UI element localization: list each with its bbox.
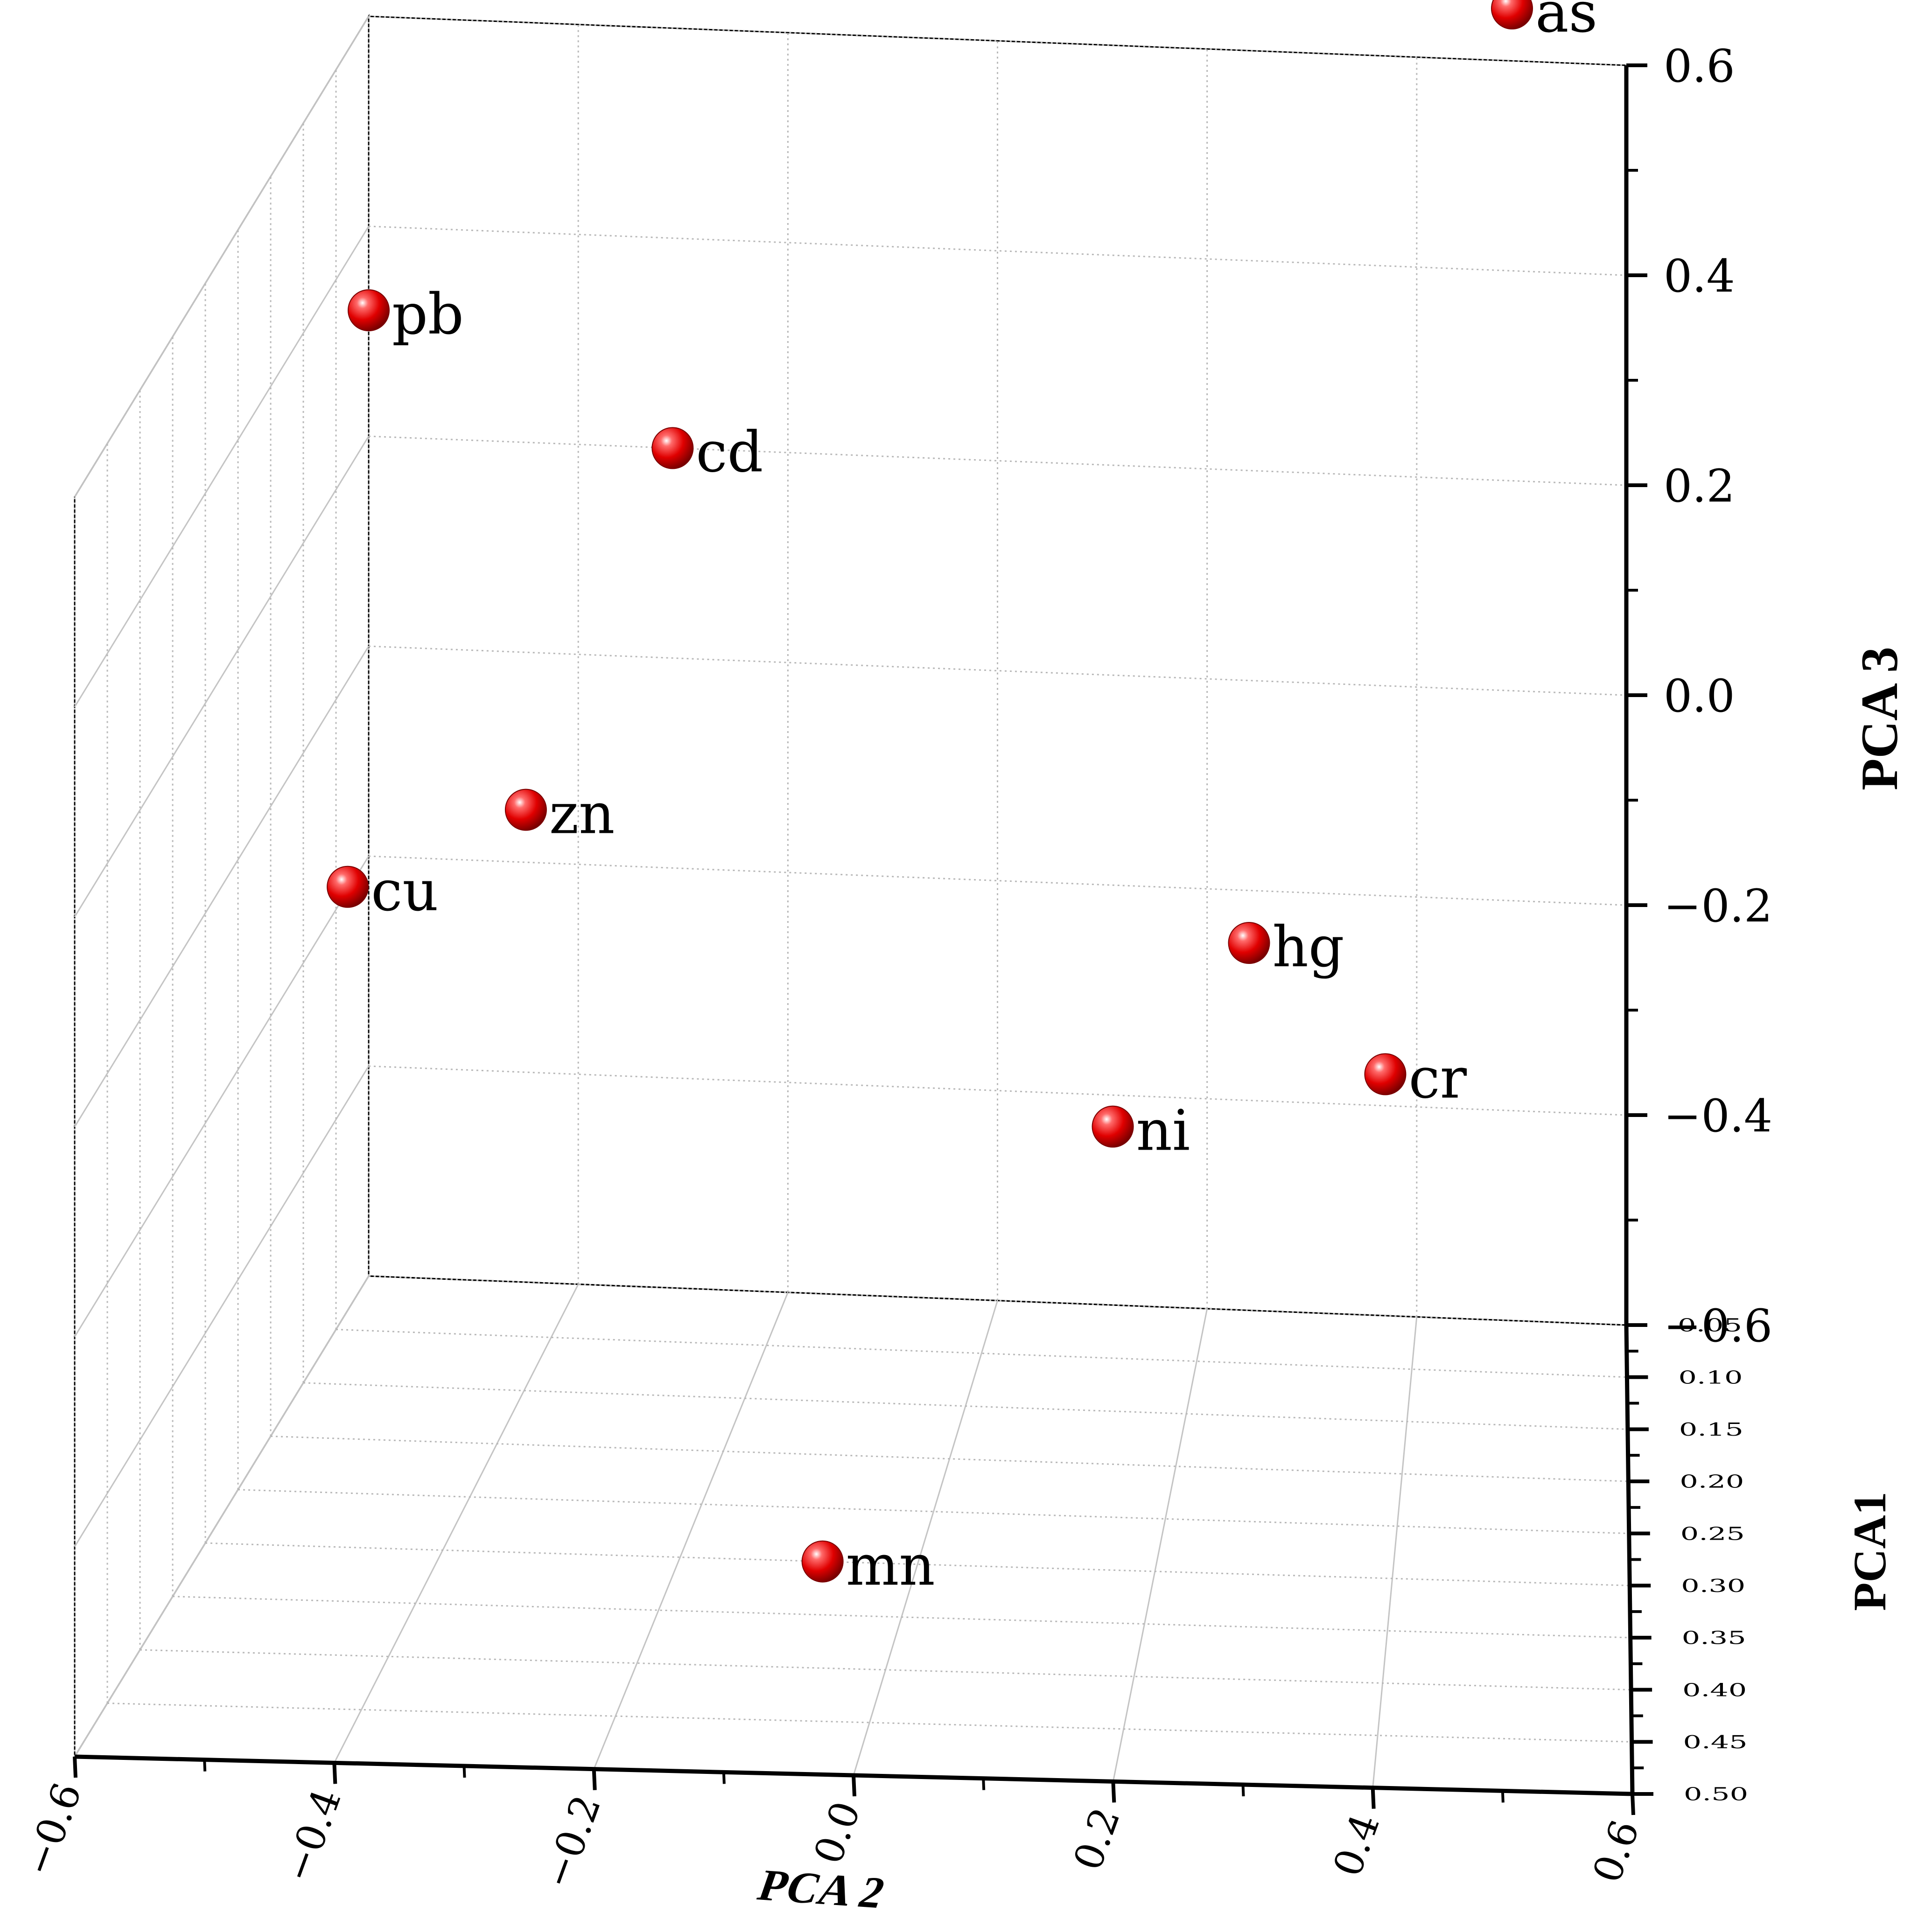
- tick-mark-x: [1631, 1793, 1635, 1815]
- tick-label-y: 0.45: [1683, 1732, 1748, 1753]
- tick-label-z: −0.2: [1664, 880, 1772, 932]
- data-point-zn: zn: [504, 782, 615, 847]
- tick-mark-x: [332, 1763, 337, 1784]
- tick-label-x: −0.4: [274, 1783, 350, 1888]
- tick-label-y: 0.40: [1682, 1680, 1747, 1701]
- tick-label-z: −0.6: [1664, 1300, 1772, 1352]
- floor-grid-y: [368, 1275, 1627, 1326]
- point-marker-cu: [327, 865, 369, 908]
- point-marker-hg: [1228, 922, 1270, 964]
- point-label-cu: cu: [371, 859, 439, 924]
- minor-tick-x: [462, 1766, 466, 1778]
- chart-grid: [74, 15, 1633, 1795]
- tick-label-y: 0.20: [1680, 1472, 1744, 1493]
- floor-grid-y: [205, 1542, 1630, 1586]
- point-marker-zn: [504, 789, 547, 831]
- back-grid-h: [368, 1065, 1627, 1116]
- tick-label-y: 0.05: [1678, 1315, 1742, 1336]
- tick-label-y: 0.25: [1680, 1523, 1745, 1544]
- point-marker-cd: [651, 427, 694, 469]
- point-label-cr: cr: [1408, 1046, 1467, 1111]
- tick-mark-x: [592, 1769, 597, 1790]
- floor-grid-y: [140, 1649, 1631, 1691]
- data-point-cr: cr: [1364, 1046, 1467, 1111]
- left-grid-z: [74, 856, 370, 1337]
- tick-label-z: 0.0: [1664, 670, 1735, 722]
- chart-points: as pb cd zn cu hg cr ni mn: [327, 0, 1597, 1598]
- tick-label-x: 0.2: [1064, 1802, 1129, 1876]
- data-point-mn: mn: [801, 1534, 935, 1598]
- data-point-hg: hg: [1228, 915, 1344, 980]
- point-label-mn: mn: [846, 1534, 935, 1598]
- axis-title-pca3: PCA 3: [1851, 647, 1909, 790]
- data-point-cu: cu: [327, 859, 439, 924]
- tick-mark-x: [73, 1756, 77, 1778]
- point-label-zn: zn: [549, 782, 615, 847]
- chart-walls: [73, 14, 1633, 1795]
- minor-tick-x: [1241, 1784, 1245, 1797]
- tick-label-z: 0.4: [1664, 250, 1735, 302]
- floor-grid-x: [593, 1292, 789, 1770]
- tick-label-y: 0.35: [1682, 1628, 1746, 1649]
- axis-title-pca1: PCA1: [1844, 1492, 1896, 1611]
- tick-label-x: 0.4: [1324, 1808, 1389, 1882]
- tick-label-z: 0.6: [1664, 40, 1735, 92]
- minor-tick-x: [203, 1759, 207, 1772]
- back-grid-h: [368, 225, 1627, 276]
- floor-grid-x: [1372, 1317, 1418, 1788]
- tick-label-y: 0.15: [1679, 1419, 1743, 1440]
- left-grid-z: [74, 646, 370, 1127]
- left-grid-z: [74, 16, 370, 497]
- point-label-ni: ni: [1136, 1099, 1190, 1164]
- point-marker-cr: [1364, 1053, 1407, 1096]
- tick-mark-x: [1111, 1781, 1116, 1803]
- left-grid-z: [74, 1276, 370, 1757]
- floor-grid-x: [853, 1300, 998, 1776]
- chart-ticks: −0.6 −0.4 −0.2 0.0 0.2 0.4 0.60.050.100.150.20…: [15, 40, 1772, 1894]
- point-marker-mn: [801, 1540, 844, 1583]
- tick-label-x: −0.2: [534, 1789, 610, 1894]
- data-point-cd: cd: [651, 420, 763, 485]
- data-point-as: as: [1491, 0, 1597, 45]
- point-marker-as: [1491, 0, 1533, 30]
- data-point-pb: pb: [348, 282, 464, 347]
- floor-grid-y: [303, 1382, 1628, 1430]
- tick-label-x: 0.6: [1584, 1814, 1648, 1888]
- back-grid-h: [368, 435, 1627, 486]
- axis-title-pca2: PCA 2: [752, 1861, 891, 1918]
- floor-grid-y: [238, 1489, 1629, 1535]
- floor-grid-x: [1112, 1308, 1208, 1782]
- floor-grid-x: [333, 1284, 579, 1764]
- back-grid-h: [368, 645, 1627, 696]
- back-grid-h: [368, 15, 1627, 66]
- tick-label-y: 0.50: [1684, 1784, 1748, 1805]
- floor-grid-y: [172, 1596, 1631, 1639]
- data-point-ni: ni: [1092, 1099, 1190, 1164]
- point-label-cd: cd: [696, 420, 763, 485]
- tick-mark-x: [1371, 1787, 1376, 1809]
- minor-tick-x: [982, 1778, 986, 1790]
- floor-grid-y: [270, 1435, 1629, 1482]
- point-label-hg: hg: [1273, 915, 1344, 980]
- left-grid-z: [74, 1066, 370, 1547]
- left-grid-z: [74, 436, 370, 917]
- left-grid-z: [74, 226, 370, 707]
- tick-label-y: 0.30: [1681, 1576, 1745, 1597]
- point-marker-pb: [348, 289, 390, 331]
- point-label-as: as: [1535, 0, 1597, 45]
- tick-label-x: 0.0: [805, 1795, 869, 1870]
- tick-label-z: 0.2: [1664, 460, 1735, 512]
- tick-label-x: −0.6: [15, 1777, 91, 1882]
- back-wall: [368, 15, 1627, 1326]
- tick-label-z: −0.4: [1664, 1090, 1772, 1142]
- point-marker-ni: [1092, 1105, 1134, 1148]
- tick-label-y: 0.10: [1678, 1367, 1743, 1388]
- back-grid-h: [368, 855, 1627, 906]
- point-label-pb: pb: [392, 282, 464, 347]
